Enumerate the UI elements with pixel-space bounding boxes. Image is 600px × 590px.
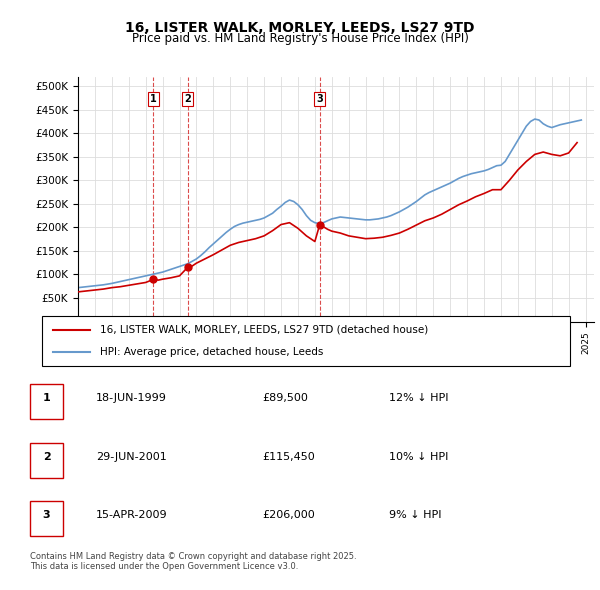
Text: 2: 2 — [43, 452, 50, 461]
Text: 1: 1 — [150, 94, 157, 104]
FancyBboxPatch shape — [42, 316, 570, 366]
Text: 2: 2 — [184, 94, 191, 104]
Text: 9% ↓ HPI: 9% ↓ HPI — [389, 510, 442, 520]
Text: 16, LISTER WALK, MORLEY, LEEDS, LS27 9TD: 16, LISTER WALK, MORLEY, LEEDS, LS27 9TD — [125, 21, 475, 35]
Text: 3: 3 — [316, 94, 323, 104]
Text: 3: 3 — [43, 510, 50, 520]
Text: HPI: Average price, detached house, Leeds: HPI: Average price, detached house, Leed… — [100, 347, 323, 357]
FancyBboxPatch shape — [30, 501, 63, 536]
Text: 15-APR-2009: 15-APR-2009 — [96, 510, 168, 520]
Text: £115,450: £115,450 — [262, 452, 314, 461]
Text: £89,500: £89,500 — [262, 394, 308, 403]
Text: 12% ↓ HPI: 12% ↓ HPI — [389, 394, 448, 403]
Text: 1: 1 — [43, 394, 50, 403]
Text: 10% ↓ HPI: 10% ↓ HPI — [389, 452, 448, 461]
Text: 29-JUN-2001: 29-JUN-2001 — [96, 452, 167, 461]
FancyBboxPatch shape — [30, 384, 63, 419]
Text: Price paid vs. HM Land Registry's House Price Index (HPI): Price paid vs. HM Land Registry's House … — [131, 32, 469, 45]
Text: 18-JUN-1999: 18-JUN-1999 — [96, 394, 167, 403]
Text: 16, LISTER WALK, MORLEY, LEEDS, LS27 9TD (detached house): 16, LISTER WALK, MORLEY, LEEDS, LS27 9TD… — [100, 324, 428, 335]
FancyBboxPatch shape — [30, 442, 63, 478]
Text: £206,000: £206,000 — [262, 510, 314, 520]
Text: Contains HM Land Registry data © Crown copyright and database right 2025.
This d: Contains HM Land Registry data © Crown c… — [30, 552, 356, 571]
